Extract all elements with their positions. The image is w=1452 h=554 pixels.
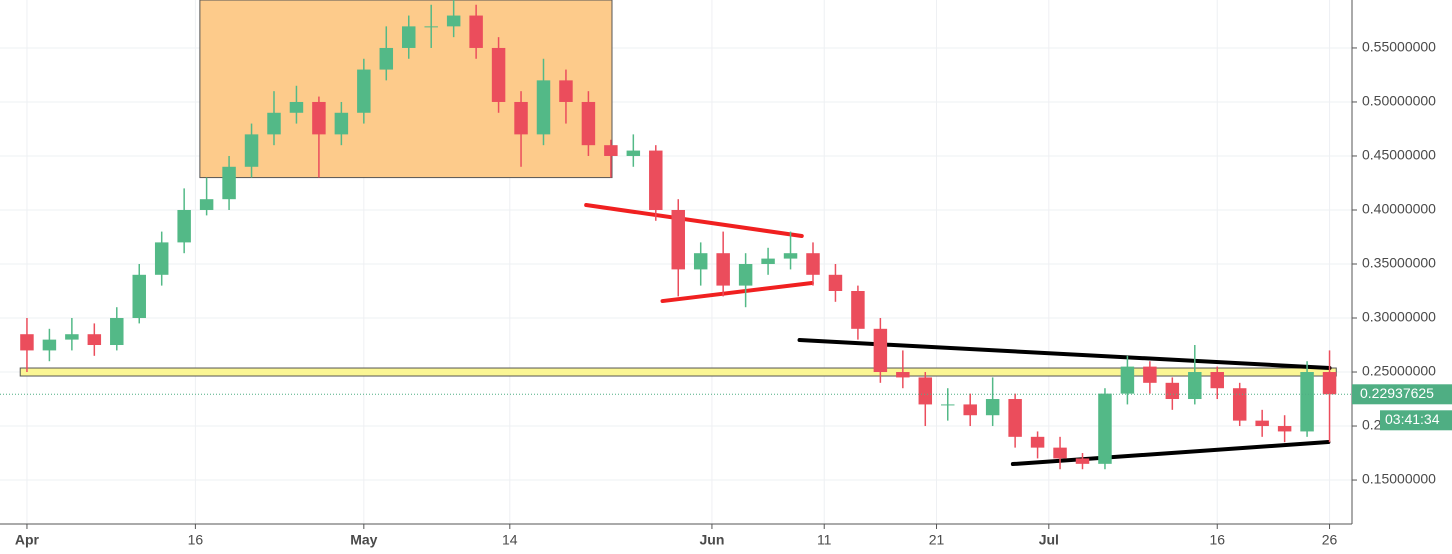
x-tick-label: Jul — [1039, 532, 1059, 548]
candle-body — [424, 26, 438, 28]
countdown-box — [1380, 410, 1452, 431]
candle-body — [1165, 382, 1180, 400]
candle-body — [1075, 458, 1090, 464]
candle-body — [177, 209, 191, 243]
candle-body — [402, 26, 416, 48]
y-tick-label: 0.15000000 — [1362, 471, 1436, 487]
candle-body — [1098, 393, 1112, 464]
last-price-label: 0.22937625 — [1360, 385, 1434, 401]
candle-body — [312, 101, 326, 135]
candle-body — [806, 253, 820, 275]
candle-body — [1008, 399, 1022, 437]
candle-body — [783, 253, 798, 259]
x-tick-label: Jun — [699, 532, 724, 548]
candle-body — [1255, 420, 1269, 427]
candle-body — [873, 328, 888, 373]
candle-body — [1300, 372, 1314, 432]
candle-body — [985, 399, 1000, 416]
y-tick-label: 0.40000000 — [1362, 201, 1436, 217]
candle-body — [491, 47, 506, 102]
candle-body — [199, 199, 214, 210]
candle-body — [379, 47, 394, 70]
candle-body — [154, 242, 169, 275]
x-tick-label: May — [350, 532, 377, 548]
candle-body — [896, 372, 910, 378]
candles — [20, 0, 1337, 470]
candle-body — [626, 150, 641, 156]
candle-body — [334, 112, 349, 135]
candle-body — [469, 15, 483, 48]
candle-body — [761, 258, 775, 264]
candle-body — [1053, 447, 1067, 459]
candle-body — [244, 134, 259, 167]
x-tick-label: 16 — [188, 532, 204, 548]
trend-line — [660, 281, 814, 304]
candle-body — [222, 166, 236, 200]
y-tick-label: 0.55000000 — [1362, 39, 1436, 55]
candle-body — [1322, 372, 1337, 395]
x-tick-label: 16 — [1209, 532, 1225, 548]
candle-body — [851, 291, 865, 329]
candle-body — [1232, 388, 1247, 421]
candle-body — [87, 334, 102, 346]
last-price-box — [1352, 384, 1452, 405]
candle-body — [110, 318, 124, 346]
candle-body — [738, 263, 753, 286]
x-tick-label: 14 — [502, 532, 518, 548]
candle-body — [559, 80, 573, 102]
candle-body — [963, 404, 977, 416]
y-tick-label: 0.50000000 — [1362, 93, 1436, 109]
candle-body — [289, 101, 304, 113]
x-tick-label: 11 — [817, 532, 832, 548]
x-tick-label: Apr — [15, 532, 40, 548]
candle-body — [828, 274, 843, 292]
x-tick-label: 21 — [929, 532, 945, 548]
candle-body — [1030, 436, 1045, 448]
candle-body — [42, 339, 57, 351]
candle-body — [941, 404, 955, 406]
candle-body — [716, 253, 730, 286]
candle-body — [918, 377, 933, 405]
candle-body — [514, 101, 528, 135]
candle-body — [20, 334, 34, 351]
candle-body — [1143, 366, 1157, 383]
candle-body — [1277, 426, 1292, 432]
y-tick-label: 0.35000000 — [1362, 255, 1436, 271]
candle-body — [132, 274, 146, 319]
candle-body — [671, 209, 685, 270]
x-tick-label: 26 — [1322, 532, 1338, 548]
candle-body — [693, 253, 708, 270]
candle-body — [1188, 372, 1202, 400]
y-tick-label: 0.25000000 — [1362, 363, 1436, 379]
candle-body — [536, 80, 551, 135]
candle-body — [357, 69, 371, 113]
candle-body — [604, 145, 618, 156]
trend-line — [797, 338, 1332, 371]
candle-body — [649, 150, 663, 210]
trend-line — [584, 203, 804, 239]
zone — [19, 367, 1337, 377]
candle-body — [267, 112, 281, 135]
trend-line — [1010, 440, 1331, 467]
candle-body — [1210, 372, 1224, 389]
y-tick-label: 0.30000000 — [1362, 309, 1436, 325]
candle-body — [65, 334, 79, 340]
y-tick-label: 0.45000000 — [1362, 147, 1436, 163]
countdown: 03:41:34 — [1385, 411, 1440, 427]
candle-body — [1120, 366, 1135, 394]
candle-body — [581, 101, 596, 146]
candle-body — [446, 15, 461, 27]
